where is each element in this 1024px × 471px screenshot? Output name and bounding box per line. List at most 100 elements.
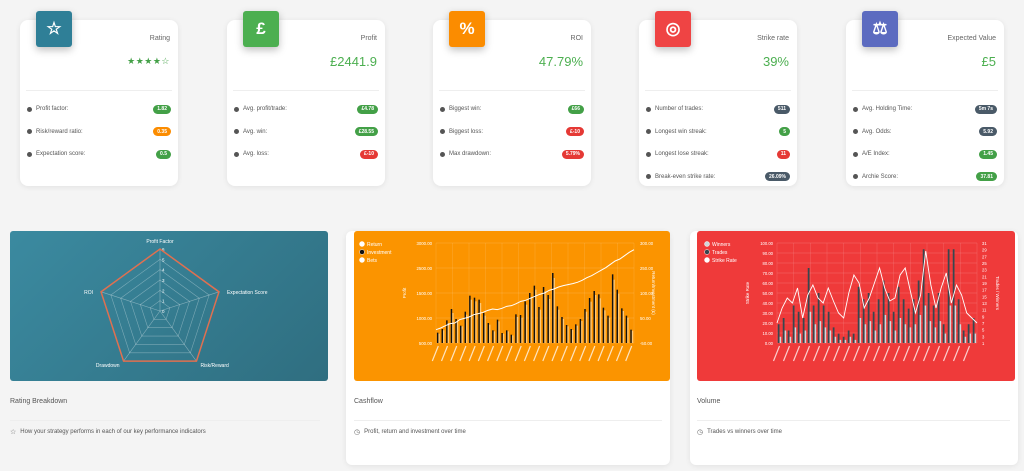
stat-row: A/E Index: 1.45 xyxy=(853,143,997,166)
info-icon[interactable] xyxy=(234,106,239,112)
return-bar xyxy=(512,335,514,343)
trades-bar xyxy=(872,311,875,343)
investment-bar xyxy=(529,293,531,343)
info-icon[interactable] xyxy=(646,151,651,157)
investment-bar xyxy=(496,319,499,343)
info-icon[interactable] xyxy=(853,129,858,135)
investment-bar xyxy=(510,334,513,343)
winners-bar xyxy=(919,314,922,343)
radar-grid-ring xyxy=(110,258,210,354)
x-tick-label xyxy=(922,345,931,362)
info-icon[interactable] xyxy=(234,151,239,157)
info-icon[interactable] xyxy=(440,129,445,135)
info-icon[interactable] xyxy=(853,151,858,157)
x-tick-label xyxy=(606,345,614,362)
investment-bar xyxy=(602,307,605,343)
trades-bar xyxy=(907,308,910,343)
winners-bar xyxy=(829,330,832,343)
info-icon[interactable] xyxy=(27,129,32,135)
winners-bar xyxy=(884,314,887,343)
winners-bar xyxy=(899,318,902,343)
return-bar xyxy=(466,314,468,343)
winners-bar xyxy=(824,327,827,343)
y2-tick-label: 29 xyxy=(982,248,987,253)
info-icon[interactable] xyxy=(853,174,858,180)
return-bar xyxy=(631,330,634,343)
investment-bar xyxy=(570,329,572,343)
return-bar xyxy=(489,324,491,343)
legend-marker xyxy=(704,249,710,255)
y2-axis-label: Trades / Winners xyxy=(995,276,1000,311)
stat-row: Max drawdown: 5.79% xyxy=(440,143,584,166)
return-bar xyxy=(590,301,592,343)
y-tick-label: 2500.00 xyxy=(416,266,432,271)
radar-grid-ring xyxy=(130,279,190,337)
investment-bar xyxy=(630,329,632,343)
investment-bar xyxy=(464,311,467,343)
trades-bar xyxy=(812,305,815,343)
y-tick-label: 40.00 xyxy=(763,301,774,306)
stat-badge: 5.79% xyxy=(561,149,584,159)
trades-bar xyxy=(842,336,845,343)
investment-bar xyxy=(579,319,582,343)
return-bar xyxy=(493,331,496,343)
x-tick-label xyxy=(802,345,811,362)
info-icon[interactable] xyxy=(234,129,239,135)
return-bar xyxy=(456,321,459,343)
radar-axis-label: Expectation Score xyxy=(227,290,268,296)
x-tick-label xyxy=(625,345,633,362)
investment-bar xyxy=(482,313,485,343)
info-icon[interactable] xyxy=(27,106,32,112)
investment-bar xyxy=(450,309,453,343)
x-tick-label xyxy=(487,345,495,362)
legend-label: Investment xyxy=(367,250,392,256)
x-tick-label xyxy=(962,345,971,362)
trades-bar xyxy=(807,268,810,343)
trades-bar xyxy=(837,333,840,343)
return-bar xyxy=(479,303,482,343)
info-icon[interactable] xyxy=(853,106,858,112)
winners-bar xyxy=(939,321,942,343)
x-tick-label xyxy=(569,345,577,362)
radar-spoke xyxy=(123,310,161,362)
y2-tick-label: 21 xyxy=(982,274,987,279)
info-icon[interactable] xyxy=(27,151,32,157)
return-bar xyxy=(438,333,440,343)
y-tick-label: 50.00 xyxy=(763,291,774,296)
return-bar xyxy=(484,315,486,343)
x-tick-label xyxy=(932,345,941,362)
return-bar xyxy=(475,301,477,343)
stat-row: Longest lose streak: 11 xyxy=(646,143,790,166)
radar-axis-label: ROI xyxy=(84,290,93,296)
x-tick-label xyxy=(902,345,911,362)
info-icon[interactable] xyxy=(440,106,445,112)
info-icon[interactable] xyxy=(440,151,445,157)
radar-tick-label: 4 xyxy=(162,268,165,273)
trades-bar xyxy=(787,330,790,343)
trades-bar xyxy=(827,311,830,343)
stat-badge: 1.45 xyxy=(979,149,997,159)
x-tick-label xyxy=(822,345,831,362)
winners-bar xyxy=(834,336,837,343)
winners-bar xyxy=(804,330,807,343)
investment-bar xyxy=(515,314,517,343)
stat-badge: 5 xyxy=(779,127,790,137)
info-icon[interactable] xyxy=(646,174,651,180)
trades-bar xyxy=(957,299,960,343)
investment-bar xyxy=(611,274,614,343)
expected-value-title: Expected Value xyxy=(947,35,996,42)
winners-bar xyxy=(914,324,917,343)
winners-bar xyxy=(974,333,977,343)
x-tick-label xyxy=(812,345,821,362)
investment-bar xyxy=(492,330,494,343)
trades-bar xyxy=(852,333,855,343)
winners-bar xyxy=(844,339,847,343)
return-bar xyxy=(599,298,601,343)
stat-row: Number of trades: 511 xyxy=(646,98,790,121)
y2-tick-label: 13 xyxy=(982,301,987,306)
info-icon[interactable] xyxy=(646,129,651,135)
info-icon[interactable] xyxy=(646,106,651,112)
divider xyxy=(439,90,585,91)
investment-bar xyxy=(625,315,628,343)
radar-grid-ring xyxy=(120,269,200,345)
